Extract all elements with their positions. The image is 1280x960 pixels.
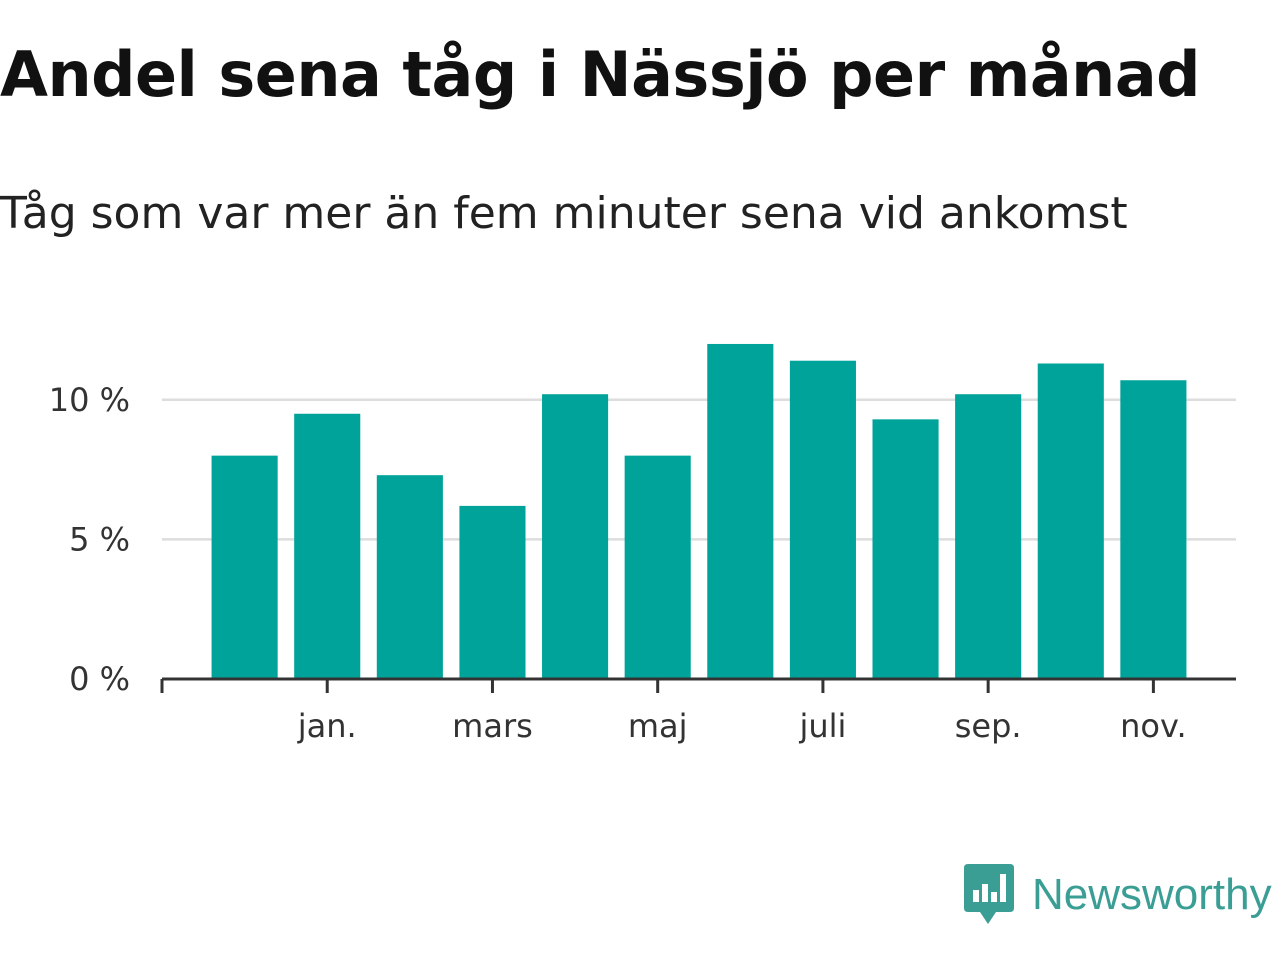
bar-chart: 0 % 5 % 10 % jan. mars maj juli sep. nov. bbox=[49, 343, 1236, 745]
tick-labels: 0 % 5 % 10 % jan. mars maj juli sep. nov. bbox=[49, 381, 1187, 745]
bar bbox=[211, 455, 278, 679]
chart-subtitle: Tåg som var mer än fem minuter sena vid … bbox=[0, 188, 1128, 239]
y-tick-label: 0 % bbox=[69, 660, 130, 698]
bars bbox=[211, 343, 1187, 679]
bar bbox=[542, 394, 609, 679]
bar bbox=[955, 394, 1022, 679]
newsworthy-logo: Newsworthy bbox=[964, 864, 1272, 926]
bar bbox=[624, 455, 691, 679]
brand-name: Newsworthy bbox=[1032, 870, 1272, 919]
bar bbox=[789, 360, 856, 679]
x-axis bbox=[160, 677, 1236, 693]
x-tick-label: sep. bbox=[955, 707, 1022, 745]
bar bbox=[1120, 380, 1187, 679]
x-tick-label: mars bbox=[452, 707, 533, 745]
bar bbox=[376, 475, 443, 679]
bar bbox=[459, 505, 526, 679]
newsworthy-logo-icon bbox=[964, 864, 1014, 924]
x-tick-label: nov. bbox=[1120, 707, 1186, 745]
bar bbox=[294, 413, 361, 679]
chart-title: Andel sena tåg i Nässjö per månad bbox=[0, 38, 1201, 111]
x-tick-label: juli bbox=[798, 707, 846, 745]
bar bbox=[707, 343, 774, 679]
bar bbox=[1037, 363, 1104, 679]
bar bbox=[872, 419, 939, 679]
x-tick-label: maj bbox=[628, 707, 688, 745]
y-tick-label: 10 % bbox=[49, 381, 130, 419]
y-tick-label: 5 % bbox=[69, 520, 130, 558]
x-tick-label: jan. bbox=[297, 707, 357, 745]
